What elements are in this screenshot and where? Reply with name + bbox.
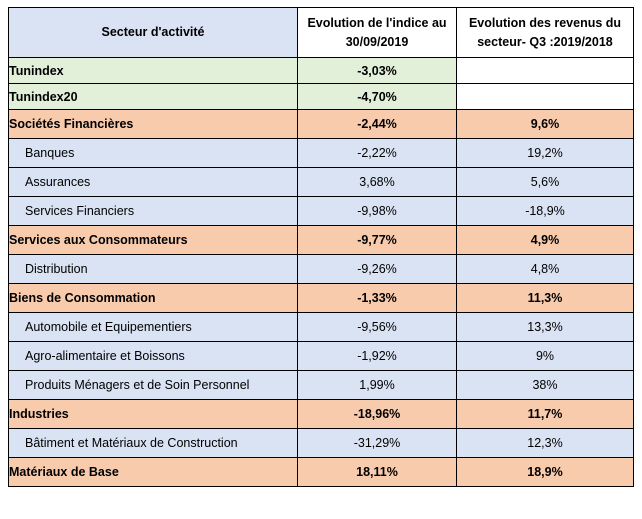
- table-row-sector: Matériaux de Base 18,11% 18,9%: [8, 457, 634, 487]
- table-row-sector: Sociétés Financières -2,44% 9,6%: [8, 109, 634, 139]
- revenue-change-cell: 38%: [456, 370, 634, 400]
- table-row-subsector: Bâtiment et Matériaux de Construction -31…: [8, 428, 634, 458]
- index-change-cell: -1,92%: [297, 341, 457, 371]
- header-revenue-change: Evolution des revenus du secteur- Q3 :20…: [456, 7, 634, 58]
- index-change-cell: -3,03%: [297, 57, 457, 84]
- revenue-change-cell: -18,9%: [456, 196, 634, 226]
- row-label: Sociétés Financières: [8, 109, 298, 139]
- row-label: Banques: [8, 138, 298, 168]
- index-change-cell: 3,68%: [297, 167, 457, 197]
- index-change-cell: -1,33%: [297, 283, 457, 313]
- revenue-change-cell: 11,7%: [456, 399, 634, 429]
- index-change-cell: -2,22%: [297, 138, 457, 168]
- revenue-change-cell: 4,8%: [456, 254, 634, 284]
- header-revenue-change-line1: Evolution des revenus du: [468, 15, 622, 30]
- header-sector: Secteur d'activité: [8, 7, 298, 58]
- row-label: Bâtiment et Matériaux de Construction: [8, 428, 298, 458]
- table-header-row: Secteur d'activité Evolution de l'indice…: [8, 7, 634, 58]
- revenue-change-cell: 11,3%: [456, 283, 634, 313]
- sector-performance-table-container: Secteur d'activité Evolution de l'indice…: [8, 7, 634, 487]
- revenue-change-cell: 9,6%: [456, 109, 634, 139]
- table-row-subsector: Automobile et Equipementiers -9,56% 13,3%: [8, 312, 634, 342]
- revenue-change-cell: 18,9%: [456, 457, 634, 487]
- row-label: Matériaux de Base: [8, 457, 298, 487]
- table-row-subsector: Distribution -9,26% 4,8%: [8, 254, 634, 284]
- table-row-subsector: Produits Ménagers et de Soin Personnel 1,…: [8, 370, 634, 400]
- table-row-index: Tunindex -3,03%: [8, 57, 634, 84]
- index-change-cell: -9,77%: [297, 225, 457, 255]
- row-label: Distribution: [8, 254, 298, 284]
- header-revenue-change-line2: secteur- Q3 :2019/2018: [477, 34, 613, 49]
- header-index-change-line1: Evolution de l'indice au: [307, 15, 447, 30]
- table-row-subsector: Assurances 3,68% 5,6%: [8, 167, 634, 197]
- row-label: Services aux Consommateurs: [8, 225, 298, 255]
- table-row-sector: Services aux Consommateurs -9,77% 4,9%: [8, 225, 634, 255]
- index-change-cell: -18,96%: [297, 399, 457, 429]
- index-change-cell: -9,56%: [297, 312, 457, 342]
- revenue-change-cell: 19,2%: [456, 138, 634, 168]
- revenue-change-cell: [456, 57, 634, 84]
- index-change-cell: 1,99%: [297, 370, 457, 400]
- index-change-cell: -9,26%: [297, 254, 457, 284]
- table-row-sector: Biens de Consommation -1,33% 11,3%: [8, 283, 634, 313]
- table-row-subsector: Agro-alimentaire et Boissons -1,92% 9%: [8, 341, 634, 371]
- index-change-cell: -4,70%: [297, 83, 457, 110]
- table-row-sector: Industries -18,96% 11,7%: [8, 399, 634, 429]
- header-index-change-line2: 30/09/2019: [345, 34, 409, 49]
- row-label: Biens de Consommation: [8, 283, 298, 313]
- revenue-change-cell: 12,3%: [456, 428, 634, 458]
- revenue-change-cell: 4,9%: [456, 225, 634, 255]
- row-label: Assurances: [8, 167, 298, 197]
- row-label: Tunindex20: [8, 83, 298, 110]
- table-row-subsector: Banques -2,22% 19,2%: [8, 138, 634, 168]
- table-row-subsector: Services Financiers -9,98% -18,9%: [8, 196, 634, 226]
- revenue-change-cell: 5,6%: [456, 167, 634, 197]
- row-label: Automobile et Equipementiers: [8, 312, 298, 342]
- index-change-cell: -2,44%: [297, 109, 457, 139]
- revenue-change-cell: 9%: [456, 341, 634, 371]
- index-change-cell: -31,29%: [297, 428, 457, 458]
- row-label: Tunindex: [8, 57, 298, 84]
- table-row-index: Tunindex20 -4,70%: [8, 83, 634, 110]
- row-label: Agro-alimentaire et Boissons: [8, 341, 298, 371]
- row-label: Produits Ménagers et de Soin Personnel: [8, 370, 298, 400]
- index-change-cell: 18,11%: [297, 457, 457, 487]
- header-sector-label: Secteur d'activité: [101, 25, 205, 40]
- table-body: Tunindex -3,03% Tunindex20 -4,70% Sociétés F…: [8, 57, 634, 487]
- row-label: Services Financiers: [8, 196, 298, 226]
- revenue-change-cell: [456, 83, 634, 110]
- row-label: Industries: [8, 399, 298, 429]
- index-change-cell: -9,98%: [297, 196, 457, 226]
- sector-performance-table: Secteur d'activité Evolution de l'indice…: [8, 7, 634, 487]
- revenue-change-cell: 13,3%: [456, 312, 634, 342]
- header-index-change: Evolution de l'indice au 30/09/2019: [297, 7, 457, 58]
